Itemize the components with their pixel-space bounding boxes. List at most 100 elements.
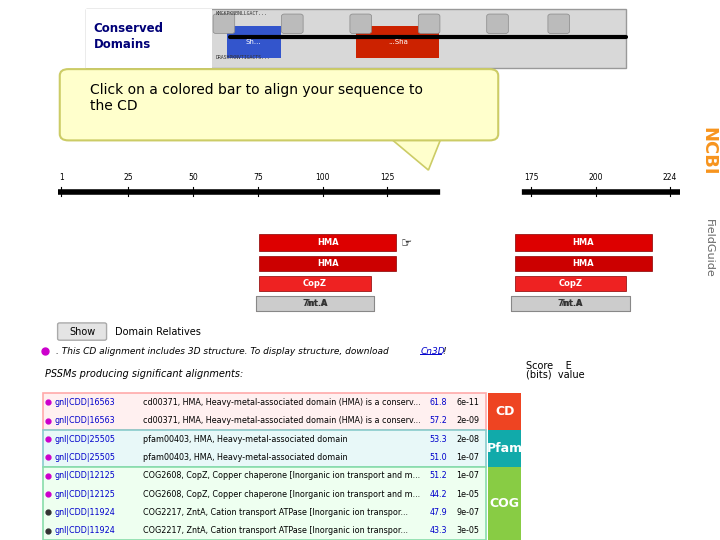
FancyBboxPatch shape (511, 296, 630, 310)
Text: 61.8: 61.8 (430, 398, 447, 407)
Text: (bits)  value: (bits) value (526, 369, 584, 379)
Text: cd00371, HMA, Heavy-metal-associated domain (HMA) is a conserv...: cd00371, HMA, Heavy-metal-associated dom… (143, 398, 420, 407)
FancyBboxPatch shape (282, 14, 303, 33)
Text: Pfam: Pfam (487, 442, 523, 455)
FancyBboxPatch shape (86, 9, 626, 68)
Text: Score    E: Score E (526, 361, 572, 370)
FancyBboxPatch shape (515, 256, 652, 271)
Text: ...Sha: ...Sha (388, 39, 408, 45)
Text: gnl|CDD|16563: gnl|CDD|16563 (55, 416, 115, 425)
Text: 57.2: 57.2 (430, 416, 448, 425)
Text: gnl|CDD|25505: gnl|CDD|25505 (55, 453, 116, 462)
Text: gnl|CDD|12125: gnl|CDD|12125 (55, 471, 116, 480)
Text: 224: 224 (662, 173, 677, 182)
Text: 7nt.A: 7nt.A (559, 299, 582, 308)
FancyBboxPatch shape (259, 276, 371, 291)
Text: 44.2: 44.2 (430, 490, 447, 498)
FancyBboxPatch shape (58, 323, 107, 340)
Text: HMA: HMA (317, 259, 338, 268)
Polygon shape (385, 134, 443, 170)
Text: 7nt.A: 7nt.A (558, 299, 583, 308)
Text: HMA: HMA (572, 259, 594, 268)
Text: 25: 25 (123, 173, 133, 182)
Text: 200: 200 (589, 173, 603, 182)
Text: ☞: ☞ (401, 238, 413, 251)
Text: Click on a colored bar to align your sequence to
the CD: Click on a colored bar to align your seq… (90, 83, 423, 113)
Text: 1e-07: 1e-07 (456, 471, 480, 480)
Text: 1: 1 (59, 173, 63, 182)
FancyBboxPatch shape (488, 467, 521, 540)
Text: gnl|CDD|25505: gnl|CDD|25505 (55, 435, 116, 443)
Text: gnl|CDD|12125: gnl|CDD|12125 (55, 490, 116, 498)
FancyBboxPatch shape (256, 296, 374, 310)
Text: 75: 75 (253, 173, 263, 182)
Text: 175: 175 (524, 173, 539, 182)
FancyBboxPatch shape (213, 14, 235, 33)
FancyBboxPatch shape (60, 69, 498, 140)
Text: 7nt.A: 7nt.A (304, 299, 326, 308)
FancyBboxPatch shape (418, 14, 440, 33)
Text: 1e-07: 1e-07 (456, 453, 480, 462)
FancyBboxPatch shape (356, 26, 439, 58)
Text: gnl|CDD|11924: gnl|CDD|11924 (55, 526, 115, 535)
Text: !: ! (442, 347, 446, 355)
Text: gnl|CDD|11924: gnl|CDD|11924 (55, 508, 115, 517)
Text: CD: CD (495, 405, 514, 418)
Text: 125: 125 (380, 173, 395, 182)
FancyBboxPatch shape (86, 9, 212, 68)
Text: 9e-07: 9e-07 (456, 508, 480, 517)
Text: CopZ: CopZ (303, 279, 327, 288)
Text: 6e-11: 6e-11 (456, 398, 480, 407)
Text: Cn3D: Cn3D (420, 347, 445, 355)
FancyBboxPatch shape (548, 14, 570, 33)
FancyBboxPatch shape (488, 430, 521, 467)
Text: Domains: Domains (94, 38, 151, 51)
Text: COG2608, CopZ, Copper chaperone [Inorganic ion transport and m...: COG2608, CopZ, Copper chaperone [Inorgan… (143, 471, 420, 480)
Text: 2e-08: 2e-08 (456, 435, 480, 443)
Text: HMA: HMA (317, 238, 338, 247)
FancyBboxPatch shape (515, 234, 652, 251)
Text: 2e-09: 2e-09 (456, 416, 480, 425)
FancyBboxPatch shape (43, 430, 486, 467)
Text: pfam00403, HMA, Heavy-metal-associated domain: pfam00403, HMA, Heavy-metal-associated d… (143, 453, 347, 462)
Text: COG2608, CopZ, Copper chaperone [Inorganic ion transport and m...: COG2608, CopZ, Copper chaperone [Inorgan… (143, 490, 420, 498)
Text: PSSMs producing significant alignments:: PSSMs producing significant alignments: (45, 369, 243, 379)
Text: DRASHPKNVTIGACTS...: DRASHPKNVTIGACTS... (216, 55, 271, 60)
Text: gnl|CDD|16563: gnl|CDD|16563 (55, 398, 115, 407)
Text: 47.9: 47.9 (430, 508, 448, 517)
Text: KMGKPKNBNLLGACT...: KMGKPKNBNLLGACT... (216, 11, 268, 16)
Text: 1e-05: 1e-05 (456, 490, 480, 498)
Text: . This CD alignment includes 3D structure. To display structure, download: . This CD alignment includes 3D structur… (56, 347, 392, 355)
Text: 51.2: 51.2 (430, 471, 448, 480)
Text: Show: Show (69, 327, 95, 336)
Text: Sh...: Sh... (246, 39, 261, 45)
Text: 100: 100 (315, 173, 330, 182)
Text: Domain Relatives: Domain Relatives (115, 327, 201, 336)
Text: pfam00403, HMA, Heavy-metal-associated domain: pfam00403, HMA, Heavy-metal-associated d… (143, 435, 347, 443)
Text: CopZ: CopZ (559, 279, 582, 288)
Text: FieldGuide: FieldGuide (703, 219, 714, 278)
FancyBboxPatch shape (227, 26, 281, 58)
Text: HMA: HMA (572, 238, 594, 247)
Text: 3e-05: 3e-05 (456, 526, 480, 535)
Text: Conserved: Conserved (94, 22, 163, 35)
Text: NCBI: NCBI (700, 127, 717, 176)
Text: COG2217, ZntA, Cation transport ATPase [Inorganic ion transpor...: COG2217, ZntA, Cation transport ATPase [… (143, 526, 408, 535)
FancyBboxPatch shape (515, 276, 626, 291)
Text: 7nt.A: 7nt.A (302, 299, 328, 308)
FancyBboxPatch shape (511, 296, 630, 310)
Text: COG2217, ZntA, Cation transport ATPase [Inorganic ion transpor...: COG2217, ZntA, Cation transport ATPase [… (143, 508, 408, 517)
Text: 51.0: 51.0 (430, 453, 447, 462)
Text: 50: 50 (188, 173, 198, 182)
FancyBboxPatch shape (488, 393, 521, 430)
FancyBboxPatch shape (256, 296, 374, 310)
FancyBboxPatch shape (43, 393, 486, 430)
FancyBboxPatch shape (487, 14, 508, 33)
FancyBboxPatch shape (259, 256, 396, 271)
FancyBboxPatch shape (43, 467, 486, 540)
Text: cd00371, HMA, Heavy-metal-associated domain (HMA) is a conserv...: cd00371, HMA, Heavy-metal-associated dom… (143, 416, 420, 425)
Text: 43.3: 43.3 (430, 526, 447, 535)
FancyBboxPatch shape (259, 234, 396, 251)
Text: COG: COG (490, 497, 520, 510)
FancyBboxPatch shape (350, 14, 372, 33)
